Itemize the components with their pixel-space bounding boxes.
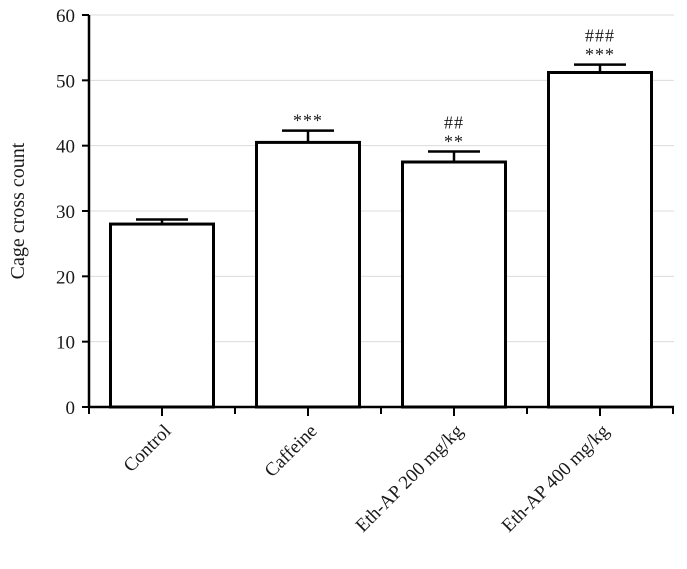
x-tick-label: Control <box>120 421 176 477</box>
y-tick-label: 10 <box>56 333 75 354</box>
significance-label: ** <box>444 132 464 152</box>
y-tick-label: 40 <box>56 137 75 158</box>
y-tick-label: 60 <box>56 6 75 27</box>
y-tick-label: 0 <box>66 398 76 419</box>
bar-caffeine <box>255 140 361 409</box>
y-tick-label: 50 <box>56 71 75 92</box>
bar-eth-ap-200-mg-kg <box>401 160 507 409</box>
x-ticks: Control Caffeine Eth-AP 200 mg/kg Eth-AP 40… <box>88 407 674 537</box>
y-tick-label: 30 <box>56 202 75 223</box>
bar-control <box>109 222 215 409</box>
x-tick-label: Eth-AP 400 mg/kg <box>498 420 614 536</box>
bars: *****##***### <box>109 26 653 409</box>
x-tick-label: Eth-AP 200 mg/kg <box>352 420 468 536</box>
significance-label-hash: ## <box>444 113 464 133</box>
bar-eth-ap-400-mg-kg <box>547 70 653 409</box>
y-ticks: 0 10 20 30 40 50 60 <box>56 6 89 419</box>
y-axis-label: Cage cross count <box>7 142 29 279</box>
y-tick-label: 20 <box>56 267 75 288</box>
x-tick-label: Caffeine <box>261 421 322 482</box>
labels: Cage cross count <box>7 142 29 279</box>
significance-label: *** <box>293 111 323 131</box>
significance-label: *** <box>585 45 615 65</box>
significance-label-hash: ### <box>585 26 615 46</box>
